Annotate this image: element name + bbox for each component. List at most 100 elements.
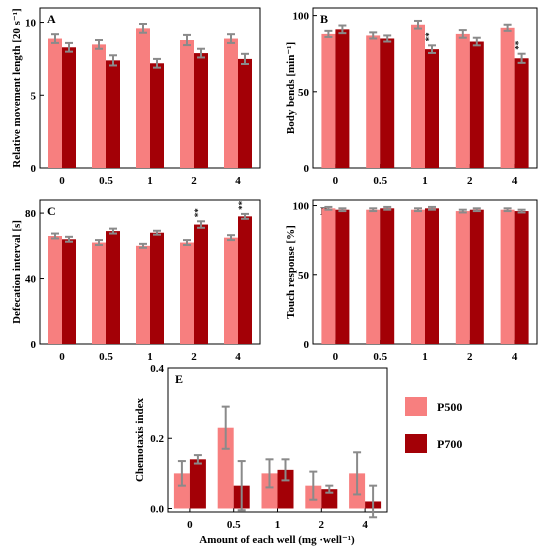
bar-p700 — [469, 41, 484, 168]
bar-p700 — [425, 49, 439, 169]
error-bar — [227, 33, 235, 44]
error-bar — [95, 239, 103, 246]
bar-p500 — [500, 209, 515, 344]
y-tick-label: 50 — [298, 87, 310, 99]
y-tick-label: 0 — [304, 339, 310, 351]
x-tick-label: 0 — [59, 175, 65, 187]
error-bar — [369, 31, 378, 40]
significance-mark: ** — [424, 32, 434, 42]
y-tick-label: 50 — [298, 270, 310, 282]
x-tick-label: 0.5 — [99, 175, 113, 187]
bar-p500 — [321, 33, 336, 169]
bar-p500 — [366, 35, 381, 168]
x-tick-label: 1 — [422, 175, 428, 187]
bar-p500 — [48, 38, 62, 168]
bar-p700 — [335, 29, 350, 169]
bar-p700 — [380, 38, 395, 168]
error-bar — [237, 460, 246, 512]
bar-p500 — [224, 38, 238, 168]
error-bar — [472, 36, 481, 47]
error-bar — [503, 23, 512, 32]
panel-label: B — [320, 12, 328, 26]
bar-p700 — [514, 58, 529, 168]
bar-p700 — [335, 209, 350, 344]
x-tick-label: 4 — [512, 175, 518, 187]
bar-p700 — [150, 63, 164, 168]
y-tick-label: 0 — [31, 163, 37, 175]
y-axis-label: Touch response [%] — [285, 225, 297, 319]
y-tick-label: 0.2 — [150, 433, 164, 445]
bar-p700 — [106, 60, 120, 169]
bar-p700 — [106, 231, 120, 344]
x-tick-label: 4 — [512, 351, 518, 363]
x-tick-label: 0 — [59, 351, 65, 363]
y-tick-label: 0 — [31, 339, 37, 351]
x-tick-label: 1 — [147, 351, 153, 363]
bar-p500 — [180, 40, 194, 168]
x-tick-label: 0.5 — [99, 351, 113, 363]
significance-mark: ** — [514, 40, 524, 50]
error-bar — [197, 47, 205, 59]
significance-mark: ** — [237, 200, 247, 210]
y-tick-label: 5 — [31, 90, 37, 102]
bar-p500 — [180, 242, 194, 344]
error-bar — [458, 208, 467, 214]
x-tick-label: 2 — [467, 351, 473, 363]
bar-p500 — [136, 28, 150, 169]
bar-p700 — [194, 53, 208, 168]
error-bar — [281, 458, 290, 482]
bar-p500 — [92, 242, 106, 344]
bar-p500 — [92, 44, 106, 169]
y-axis-label: Relative movement length [20 s⁻¹] — [11, 8, 23, 167]
error-bar — [517, 208, 526, 214]
y-tick-label: 100 — [293, 201, 310, 213]
error-bar — [458, 29, 467, 39]
y-tick-label: 0 — [304, 163, 310, 175]
error-bar — [325, 484, 334, 494]
error-bar — [383, 34, 392, 43]
y-axis-label: Body bends [min⁻¹] — [285, 42, 297, 134]
legend: P500 P700 — [405, 397, 462, 453]
error-bar — [324, 29, 333, 38]
panel-label: E — [175, 372, 183, 386]
bar-p700 — [189, 459, 206, 509]
error-bar — [428, 44, 436, 54]
bar-p500 — [455, 211, 470, 344]
x-tick-label: 2 — [191, 175, 197, 187]
bar-p700 — [238, 216, 252, 344]
panel-label: A — [47, 12, 56, 26]
bar-p700 — [380, 208, 395, 344]
error-bar — [177, 460, 186, 487]
error-bar — [241, 52, 249, 65]
error-bar — [109, 54, 117, 67]
error-bar — [369, 207, 378, 213]
bar-p700 — [62, 239, 76, 344]
significance-mark: ** — [193, 208, 203, 218]
y-tick-label: 100 — [293, 11, 310, 23]
bar-p700 — [62, 47, 76, 168]
error-bar — [95, 39, 103, 50]
error-bar — [109, 227, 117, 235]
panel-label: C — [47, 204, 56, 218]
y-tick-label: 10 — [25, 18, 37, 30]
bar-p500 — [455, 33, 470, 169]
error-bar — [51, 232, 59, 240]
bar-p700 — [194, 224, 208, 344]
error-bar — [153, 229, 161, 236]
y-tick-label: 80 — [25, 208, 37, 220]
bar-p700 — [150, 232, 164, 344]
bar-p500 — [411, 209, 425, 344]
bar-p500 — [48, 236, 62, 344]
y-tick-label: 0.0 — [150, 503, 164, 515]
y-axis-label: Defecation interval [s] — [11, 220, 23, 324]
legend-label-p700: P700 — [437, 437, 462, 451]
error-bar — [353, 451, 362, 496]
x-tick-label: 1 — [147, 175, 153, 187]
error-bar — [221, 405, 230, 450]
error-bar — [383, 205, 392, 211]
x-tick-label: 0 — [333, 175, 339, 187]
error-bar — [369, 484, 378, 519]
bar-p500 — [261, 473, 278, 509]
